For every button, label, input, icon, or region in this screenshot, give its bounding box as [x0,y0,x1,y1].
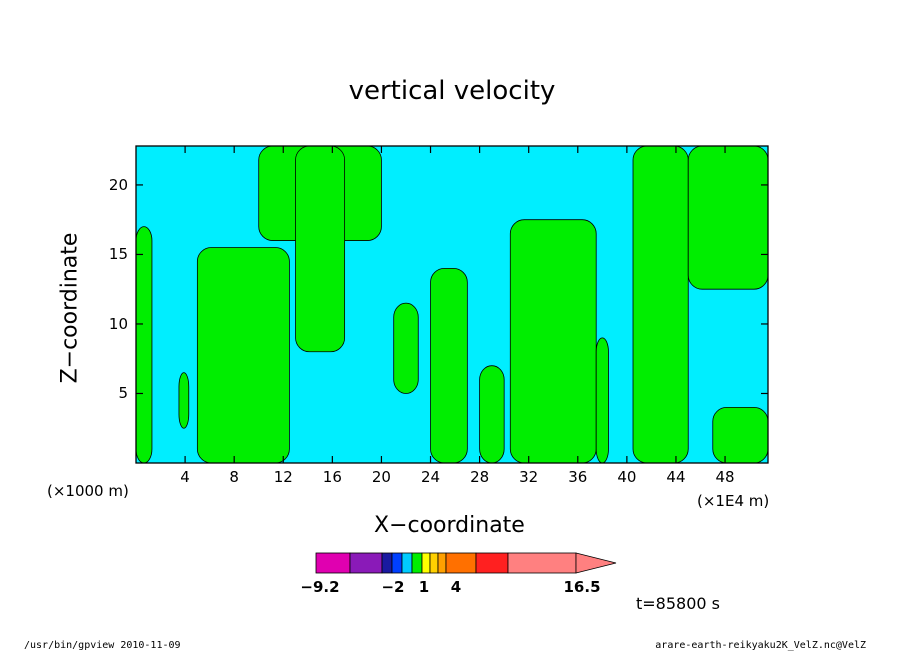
y-tick-label: 10 [108,314,128,333]
x-tick-label: 44 [666,468,686,486]
colorbar-segment [349,552,383,574]
x-tick-label: 12 [273,468,293,486]
positive-region [393,302,419,394]
colorbar-segment [421,552,431,574]
colorbar-segment [315,552,351,574]
y-tick-label: 20 [108,175,128,194]
colorbar-segment [507,552,577,574]
colorbar-arrow [575,552,617,574]
positive-region [178,372,190,429]
y-tick-label: 5 [118,384,128,403]
positive-region [509,219,597,463]
plot-frame [135,145,769,464]
y-axis-label: Z−coordinate [57,232,83,384]
x-tick-label: 4 [180,468,190,486]
colorbar-segment [437,552,447,574]
positive-region [295,146,346,353]
x-tick-label: 28 [470,468,490,486]
positive-region [687,146,768,290]
colorbar [315,552,617,574]
colorbar-tick-label: −2 [381,578,405,596]
positive-region [632,146,689,463]
colorbar-tick-label: 16.5 [563,578,601,596]
positive-region [479,365,505,463]
colorbar-segment [429,552,439,574]
time-label: t=85800 s [636,594,720,613]
colorbar-tick-label: 4 [450,578,462,596]
contour-field [136,146,768,463]
positive-region [595,337,609,463]
colorbar-segment [391,552,403,574]
chart-title: vertical velocity [348,76,556,106]
x-tick-label: 48 [715,468,735,486]
colorbar-tick-label: 1 [418,578,430,596]
colorbar-segment [381,552,393,574]
x-tick-label: 32 [519,468,539,486]
positive-region [712,406,768,463]
x-unit-left: (×1000 m) [47,482,129,500]
footer-command: /usr/bin/gpview 2010-11-09 [24,640,181,651]
positive-region [136,226,153,463]
footer-filename: arare-earth-reikyaku2K_VelZ.nc@VelZ [655,640,866,651]
x-tick-label: 16 [322,468,342,486]
x-axis-label: X−coordinate [374,513,525,538]
colorbar-segment [401,552,413,574]
colorbar-segment [411,552,423,574]
x-tick-label: 20 [371,468,391,486]
colorbar-tick-label: −9.2 [300,578,340,596]
x-tick-label: 8 [229,468,239,486]
x-tick-label: 36 [568,468,588,486]
positive-region [196,247,290,463]
colorbar-segment [475,552,509,574]
x-unit-right: (×1E4 m) [697,492,770,510]
x-tick-label: 40 [617,468,637,486]
positive-region [430,267,468,463]
colorbar-segment [445,552,477,574]
axis-ticks [136,146,768,463]
x-tick-label: 24 [420,468,441,486]
y-tick-label: 15 [108,245,128,264]
